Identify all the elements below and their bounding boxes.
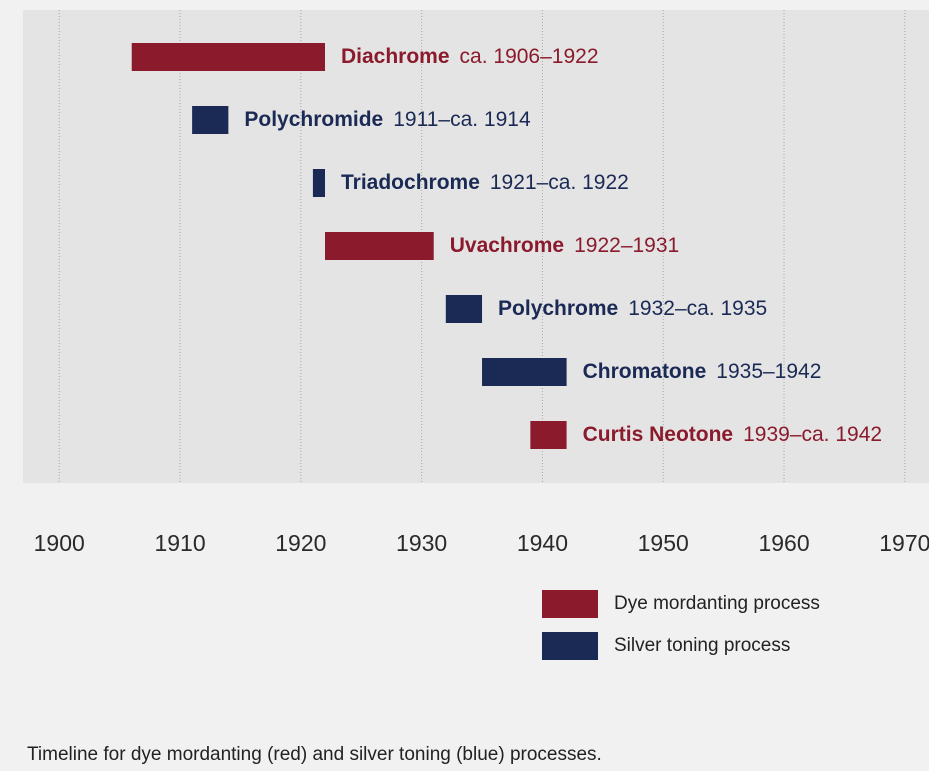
process-name: Uvachrome: [450, 234, 564, 257]
process-label: Triadochrome 1921–ca. 1922: [341, 171, 629, 194]
legend-swatch: [542, 632, 598, 660]
process-dates: ca. 1906–1922: [460, 45, 599, 68]
timeline-bar: [445, 295, 483, 323]
x-tick-label: 1930: [396, 530, 447, 556]
legend-swatch: [542, 590, 598, 618]
process-name: Diachrome: [341, 45, 450, 68]
x-tick-label: 1910: [154, 530, 205, 556]
process-label: Chromatone 1935–1942: [583, 360, 822, 383]
legend-label: Silver toning process: [614, 635, 790, 656]
timeline-bar: [192, 106, 229, 134]
process-dates: 1932–ca. 1935: [628, 297, 767, 320]
process-label: Polychrome 1932–ca. 1935: [498, 297, 767, 320]
timeline-bar: [482, 358, 567, 386]
process-dates: 1911–ca. 1914: [393, 108, 531, 131]
process-dates: 1935–1942: [716, 360, 821, 383]
process-label: Curtis Neotone 1939–ca. 1942: [583, 423, 882, 446]
x-tick-label: 1970: [879, 530, 929, 556]
timeline-bar: [325, 232, 434, 260]
x-tick-label: 1940: [517, 530, 568, 556]
process-label: Diachrome ca. 1906–1922: [341, 45, 599, 68]
process-name: Chromatone: [583, 360, 707, 383]
process-label: Polychromide 1911–ca. 1914: [244, 108, 531, 131]
caption: Timeline for dye mordanting (red) and si…: [27, 744, 602, 765]
process-dates: 1922–1931: [574, 234, 679, 257]
x-tick-label: 1960: [758, 530, 809, 556]
process-dates: 1921–ca. 1922: [490, 171, 629, 194]
x-tick-label: 1950: [638, 530, 689, 556]
process-name: Polychrome: [498, 297, 618, 320]
x-tick-label: 1900: [34, 530, 85, 556]
process-dates: 1939–ca. 1942: [743, 423, 882, 446]
process-name: Triadochrome: [341, 171, 480, 194]
plot-background: [23, 10, 929, 483]
timeline-bar: [312, 169, 325, 197]
timeline-bar: [131, 43, 325, 71]
x-tick-label: 1920: [275, 530, 326, 556]
process-name: Polychromide: [244, 108, 383, 131]
process-name: Curtis Neotone: [583, 423, 734, 446]
timeline-bar: [530, 421, 567, 449]
legend-label: Dye mordanting process: [614, 593, 820, 614]
process-label: Uvachrome 1922–1931: [450, 234, 680, 257]
